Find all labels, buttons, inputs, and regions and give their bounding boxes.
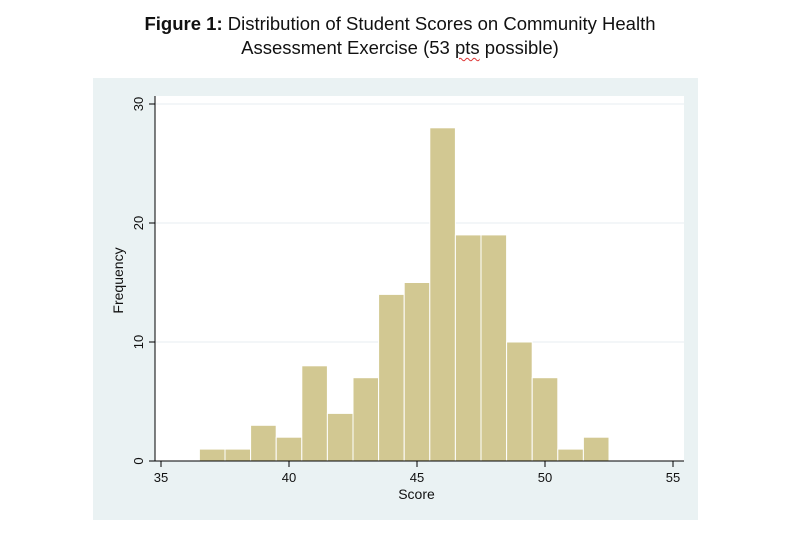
y-tick-label: 10: [131, 335, 146, 349]
x-tick-label: 35: [154, 470, 168, 485]
title-text-2a: Assessment Exercise (53: [241, 37, 455, 58]
x-tick-label: 45: [410, 470, 424, 485]
histogram-bar: [506, 341, 533, 462]
histogram-bar: [531, 377, 559, 462]
title-text-1: Distribution of Student Scores on Commun…: [222, 13, 656, 34]
histogram-bar: [454, 234, 482, 462]
spellcheck-flagged-word: pts: [454, 37, 480, 58]
title-line-1: Figure 1: Distribution of Student Scores…: [0, 12, 800, 36]
figure-label: Figure 1:: [144, 13, 223, 34]
histogram-bar: [557, 448, 584, 462]
x-axis-label: Score: [398, 486, 435, 502]
histogram-bar: [403, 282, 431, 462]
y-tick-label: 20: [131, 216, 146, 230]
histogram-bar: [250, 424, 277, 462]
title-text-2b: possible): [479, 37, 559, 58]
y-tick-label: 0: [131, 457, 146, 464]
histogram-bar: [275, 436, 303, 462]
histogram-bar: [480, 234, 508, 462]
x-tick-label: 55: [666, 470, 680, 485]
y-axis-label: Frequency: [110, 247, 126, 313]
histogram-bar: [429, 127, 456, 462]
y-tick-label: 30: [131, 97, 146, 111]
x-tick-label: 40: [282, 470, 296, 485]
histogram-bar: [224, 448, 252, 462]
figure-title: Figure 1: Distribution of Student Scores…: [0, 12, 800, 60]
histogram-bar: [352, 377, 380, 462]
x-tick-label: 50: [538, 470, 552, 485]
histogram-bar: [198, 448, 226, 462]
bars: [198, 127, 610, 462]
histogram-bar: [378, 293, 405, 462]
title-line-2: Assessment Exercise (53 pts possible): [0, 36, 800, 60]
histogram-bar: [326, 412, 354, 462]
axes: 0 10 20 30 35 40 45 50 55: [131, 96, 684, 485]
histogram-bar: [301, 365, 328, 462]
histogram-bar: [582, 436, 610, 462]
